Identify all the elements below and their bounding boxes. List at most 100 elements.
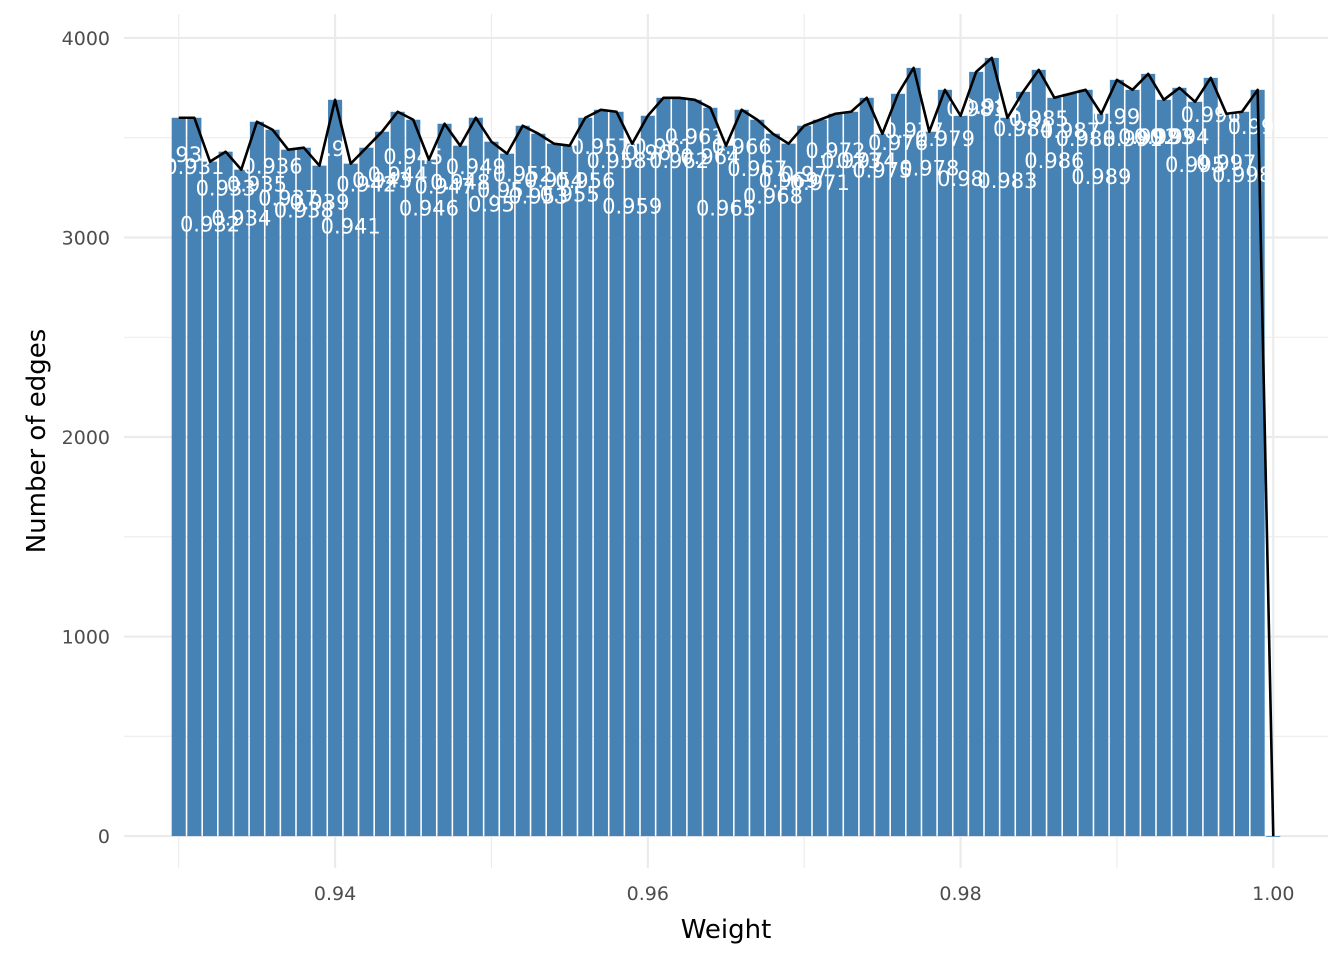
bar-value-label: 0.968 bbox=[743, 185, 803, 209]
bar-value-label: 0.995 bbox=[1165, 153, 1225, 177]
y-tick-label: 4000 bbox=[62, 28, 110, 50]
bar-value-label: 0.991 bbox=[1102, 127, 1162, 151]
bar-value-label: 0.955 bbox=[540, 183, 600, 207]
bar bbox=[906, 67, 921, 837]
x-tick-label: 1.00 bbox=[1252, 883, 1294, 905]
bar bbox=[844, 111, 859, 837]
bar-value-label: 0.985 bbox=[1009, 107, 1069, 131]
bar-value-label: 0.952 bbox=[493, 163, 553, 187]
bar bbox=[265, 129, 280, 837]
bar bbox=[359, 147, 374, 837]
bar bbox=[781, 143, 796, 837]
bar-value-label: 0.948 bbox=[430, 171, 490, 195]
bar bbox=[546, 143, 562, 837]
bar-value-label: 0.97 bbox=[781, 163, 828, 187]
bar bbox=[1109, 79, 1124, 837]
bar-value-label: 0.946 bbox=[399, 197, 459, 221]
bar-value-label: 0.987 bbox=[1040, 119, 1100, 143]
bar-value-label: 0.998 bbox=[1212, 163, 1272, 187]
bar-value-label: 0.933 bbox=[196, 177, 256, 201]
bar-value-label: 0.996 bbox=[1181, 103, 1241, 127]
bar-value-label: 0.972 bbox=[805, 139, 865, 163]
bar bbox=[374, 131, 390, 837]
bar bbox=[656, 97, 671, 837]
bar bbox=[890, 93, 906, 837]
bar bbox=[750, 119, 765, 837]
bar-value-label: 0.941 bbox=[321, 215, 381, 239]
bar bbox=[797, 125, 812, 837]
bar bbox=[1141, 73, 1156, 837]
bar-value-label: 0.983 bbox=[977, 169, 1037, 193]
bar-value-label: 0.937 bbox=[258, 187, 318, 211]
bar bbox=[703, 107, 718, 837]
bar bbox=[500, 153, 515, 837]
bar bbox=[296, 147, 311, 837]
bar bbox=[406, 119, 421, 837]
bar bbox=[812, 119, 827, 837]
bar bbox=[1188, 101, 1203, 837]
bar bbox=[1219, 113, 1234, 837]
y-tick-label: 1000 bbox=[62, 627, 110, 649]
bar bbox=[421, 159, 436, 837]
bar-value-label: 0.949 bbox=[446, 155, 506, 179]
x-tick-label: 0.94 bbox=[314, 883, 356, 905]
bar bbox=[922, 131, 937, 837]
bar-value-label: 0.954 bbox=[524, 169, 584, 193]
bar bbox=[625, 143, 640, 837]
bar-value-label: 0.94 bbox=[312, 137, 359, 161]
bar-value-label: 1 bbox=[1267, 873, 1280, 897]
data-labels: 0.930.9310.9320.9330.9340.9350.9360.9370… bbox=[155, 95, 1287, 897]
bar bbox=[515, 125, 530, 837]
bar-value-label: 0.943 bbox=[352, 169, 412, 193]
bar bbox=[1047, 97, 1062, 837]
bar-value-label: 0.95 bbox=[468, 193, 515, 217]
bar bbox=[953, 115, 968, 837]
bar-value-label: 0.938 bbox=[274, 199, 334, 223]
y-tick-label: 3000 bbox=[62, 227, 110, 249]
bar-value-label: 0.953 bbox=[508, 185, 568, 209]
bar-value-label: 0.967 bbox=[727, 157, 787, 181]
x-axis-title: Weight bbox=[681, 915, 772, 945]
bar bbox=[453, 145, 468, 837]
bar bbox=[531, 133, 546, 837]
bar-value-label: 0.936 bbox=[242, 155, 302, 179]
bar-value-label: 0.957 bbox=[571, 135, 631, 159]
bar bbox=[390, 111, 405, 837]
bar bbox=[234, 169, 249, 837]
bar-value-label: 0.984 bbox=[993, 117, 1053, 141]
bar-value-label: 0.966 bbox=[712, 135, 772, 159]
bar-value-label: 0.944 bbox=[368, 163, 428, 187]
x-axis-ticks: 0.94 0.96 0.98 1.00 bbox=[314, 883, 1294, 905]
bar bbox=[562, 145, 577, 837]
bar bbox=[734, 109, 749, 837]
y-tick-label: 0 bbox=[98, 826, 110, 848]
bar bbox=[765, 133, 780, 837]
bar bbox=[1078, 89, 1093, 837]
bar bbox=[468, 117, 483, 837]
bar bbox=[1125, 89, 1140, 837]
bar bbox=[640, 115, 655, 837]
bar-value-label: 0.961 bbox=[633, 135, 693, 159]
bar-value-label: 0.986 bbox=[1024, 149, 1084, 173]
bar-value-label: 0.942 bbox=[336, 173, 396, 197]
bar-value-label: 0.935 bbox=[227, 173, 287, 197]
bar bbox=[984, 57, 999, 837]
bar bbox=[937, 89, 952, 837]
bar bbox=[437, 123, 452, 837]
bar-value-label: 0.958 bbox=[586, 149, 646, 173]
bar-value-label: 0.956 bbox=[555, 169, 615, 193]
bar bbox=[1000, 117, 1015, 837]
x-tick-label: 0.98 bbox=[939, 883, 981, 905]
bar bbox=[328, 99, 343, 837]
bar-value-label: 0.976 bbox=[868, 131, 928, 155]
bar-value-label: 0.965 bbox=[696, 197, 756, 221]
bar-value-label: 0.971 bbox=[790, 171, 850, 195]
bar-value-label: 0.932 bbox=[180, 213, 240, 237]
bar-value-label: 0.989 bbox=[1071, 165, 1131, 189]
bar bbox=[1250, 89, 1265, 837]
bar bbox=[687, 99, 702, 837]
bar bbox=[1156, 99, 1171, 837]
trend-line bbox=[178, 56, 1275, 837]
bar bbox=[828, 113, 843, 837]
